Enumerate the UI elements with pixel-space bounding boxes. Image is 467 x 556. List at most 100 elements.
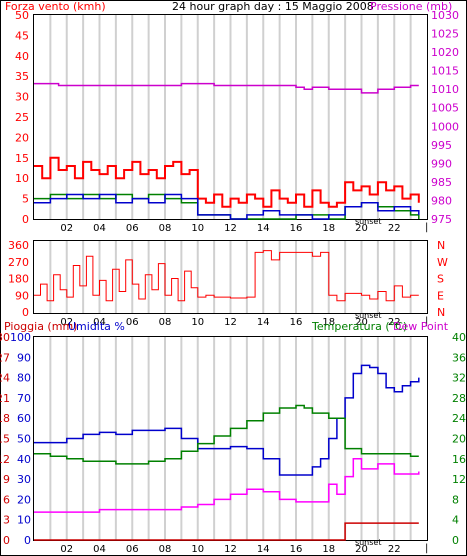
humidity-tick-label: 40 — [17, 453, 31, 466]
pressure-line — [34, 82, 419, 94]
direction-x-tick-label: 14 — [257, 317, 270, 328]
direction-tick-label: 0 — [22, 306, 29, 319]
pressure-axis-label: Pressione (mb) — [370, 0, 452, 13]
humidity-tick-label: 30 — [17, 473, 31, 486]
pressure-tick-label: 1020 — [431, 46, 459, 59]
wind-speed-tick-label: 5 — [22, 193, 29, 206]
wind-x-tick-label: 04 — [93, 223, 106, 234]
rain-line — [34, 522, 419, 541]
humidity-line — [34, 364, 420, 476]
direction-x-tick-label: 10 — [191, 317, 204, 328]
wind-x-tick-label: 02 — [60, 223, 73, 234]
temperature-tick-label: 8 — [452, 493, 459, 506]
temperature-tick-label: 36 — [452, 351, 466, 364]
wind-speed-tick-label: 40 — [15, 50, 29, 63]
climate-x-tick-label: 02 — [60, 544, 73, 555]
wind-direction-plot-frame — [33, 240, 428, 314]
direction-x-tick-label: 20 — [355, 317, 368, 328]
pressure-tick-label: 995 — [431, 139, 452, 152]
temp-humidity-panel: Pioggia (mm) Umidita % Temperatura (°C) … — [0, 320, 466, 555]
compass-tick-label: N — [437, 306, 445, 319]
rain-tick-label: 9 — [3, 473, 10, 486]
pressure-tick-label: 980 — [431, 194, 452, 207]
climate-x-tick-label: 06 — [126, 544, 139, 555]
rain-tick-label: 27 — [0, 351, 10, 364]
humidity-tick-label: 20 — [17, 493, 31, 506]
wind-speed-axis-label: Forza vento (kmh) — [5, 0, 106, 13]
climate-x-tick-label: 16 — [290, 544, 303, 555]
pressure-tick-label: 985 — [431, 176, 452, 189]
wind-x-tick-label: 12 — [224, 223, 237, 234]
wind-x-tick-label: 20 — [355, 223, 368, 234]
climate-x-tick-label: 08 — [159, 544, 172, 555]
temperature-tick-label: 28 — [452, 392, 466, 405]
pressure-tick-label: 1005 — [431, 102, 459, 115]
wind-direction-line — [34, 250, 419, 302]
humidity-tick-label: 10 — [17, 514, 31, 527]
climate-x-end-mark: | — [425, 543, 428, 554]
wind-speed-tick-label: 25 — [15, 111, 29, 124]
climate-sunset-label: sunset — [355, 538, 382, 547]
pressure-tick-label: 1025 — [431, 28, 459, 41]
humidity-tick-label: 90 — [17, 351, 31, 364]
temperature-axis-label: Temperatura (°C) — [311, 320, 407, 333]
humidity-axis-label: Umidita % — [68, 320, 125, 333]
wind-speed-tick-label: 50 — [15, 9, 29, 22]
wind-pressure-panel: Forza vento (kmh) 24 hour graph day : 15… — [5, 0, 459, 234]
wind-x-tick-label: 22 — [388, 223, 401, 234]
pressure-tick-label: 1030 — [431, 9, 459, 22]
compass-tick-label: W — [437, 256, 448, 269]
humidity-tick-label: 100 — [10, 331, 31, 344]
rain-tick-label: 12 — [0, 453, 10, 466]
direction-sunset-label: sunset — [355, 311, 382, 320]
direction-x-tick-label: 22 — [388, 317, 401, 328]
rain-tick-label: 30 — [0, 331, 10, 344]
rain-tick-label: 15 — [0, 433, 10, 446]
direction-tick-label: 360 — [8, 239, 29, 252]
pressure-tick-label: 1015 — [431, 65, 459, 78]
direction-tick-label: 90 — [15, 289, 29, 302]
wind-speed-tick-label: 0 — [22, 213, 29, 226]
humidity-tick-label: 0 — [24, 534, 31, 547]
rain-tick-label: 6 — [3, 493, 10, 506]
rain-tick-label: 18 — [0, 412, 10, 425]
temperature-line — [34, 404, 419, 465]
rain-tick-label: 21 — [0, 392, 10, 405]
direction-tick-label: 180 — [8, 273, 29, 286]
climate-x-tick-label: 04 — [93, 544, 106, 555]
rain-axis-label: Pioggia (mm) — [4, 320, 77, 333]
wind-sunset-label: sunset — [355, 217, 382, 226]
climate-x-tick-label: 12 — [224, 544, 237, 555]
wind-speed-tick-label: 10 — [15, 172, 29, 185]
climate-x-tick-label: 20 — [355, 544, 368, 555]
rain-tick-label: 24 — [0, 372, 10, 385]
direction-x-tick-label: 12 — [224, 317, 237, 328]
direction-x-tick-label: 16 — [290, 317, 303, 328]
wind-x-end-mark: | — [425, 222, 428, 233]
wind-speed-tick-label: 20 — [15, 131, 29, 144]
humidity-tick-label: 50 — [17, 433, 31, 446]
pressure-tick-label: 1010 — [431, 83, 459, 96]
wind-gust-line — [34, 193, 420, 220]
humidity-tick-label: 70 — [17, 392, 31, 405]
wind-speed-line — [34, 156, 420, 208]
temperature-tick-label: 12 — [452, 473, 466, 486]
dew-point-line — [34, 458, 420, 513]
temperature-tick-label: 4 — [452, 514, 459, 527]
direction-x-tick-label: 02 — [60, 317, 73, 328]
compass-tick-label: E — [437, 289, 444, 302]
direction-tick-label: 270 — [8, 256, 29, 269]
temperature-tick-label: 24 — [452, 412, 466, 425]
temperature-tick-label: 40 — [452, 331, 466, 344]
wind-x-tick-label: 10 — [191, 223, 204, 234]
direction-x-tick-label: 18 — [322, 317, 335, 328]
direction-x-tick-label: 06 — [126, 317, 139, 328]
climate-x-tick-label: 10 — [191, 544, 204, 555]
wind-x-tick-label: 06 — [126, 223, 139, 234]
pressure-tick-label: 990 — [431, 157, 452, 170]
humidity-tick-label: 60 — [17, 412, 31, 425]
wind-x-tick-label: 16 — [290, 223, 303, 234]
wind-x-tick-label: 08 — [159, 223, 172, 234]
